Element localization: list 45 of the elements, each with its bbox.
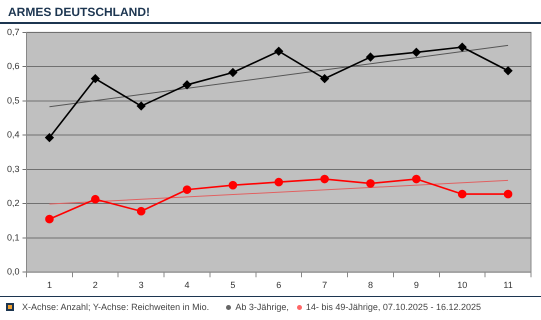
point <box>504 190 512 198</box>
x-tick-label: 7 <box>322 280 328 290</box>
point <box>412 174 421 184</box>
chart-title: ARMES DEUTSCHLAND! <box>0 0 541 24</box>
point <box>136 206 146 216</box>
y-tick-label: 0,3 <box>6 164 20 174</box>
point <box>274 46 284 56</box>
point <box>182 185 192 194</box>
point <box>228 180 238 190</box>
point <box>412 48 421 57</box>
y-tick-label: 0,1 <box>6 232 20 242</box>
point <box>91 74 100 83</box>
x-tick-label: 3 <box>138 280 144 290</box>
point <box>458 42 467 52</box>
y-tick-label: 0,6 <box>6 61 20 72</box>
point <box>366 52 375 62</box>
x-tick-label: 6 <box>276 280 282 290</box>
x-tick-label: 10 <box>457 280 468 290</box>
point <box>320 74 329 83</box>
x-tick-label: 4 <box>184 280 190 290</box>
point <box>320 174 329 184</box>
point <box>45 214 54 224</box>
text: X-Achse: Anzahl; Y-Achse: Reichweiten in Mio. <box>22 302 210 312</box>
point <box>45 133 54 142</box>
y-tick-label: 0,2 <box>6 198 20 208</box>
y-tick-label: 0,7 <box>6 26 20 37</box>
point <box>274 178 284 186</box>
point <box>504 66 512 76</box>
point <box>182 80 192 90</box>
y-tick-label: 0,5 <box>6 95 20 106</box>
point <box>136 102 146 110</box>
legend-label: Ab 3-Jährige, <box>235 302 289 312</box>
point <box>228 68 238 77</box>
x-tick-label: 11 <box>503 280 513 290</box>
x-tick-label: 5 <box>230 280 236 290</box>
point <box>458 190 467 198</box>
x-tick-label: 9 <box>414 280 419 290</box>
y-tick-label: 0,0 <box>6 266 20 277</box>
x-tick-label: 1 <box>46 280 52 290</box>
legend-label: 14- bis 49-Jährige, 07.10.2025 - 16.12.2025 <box>306 302 481 312</box>
point <box>91 194 100 204</box>
x-tick-label: 2 <box>92 280 98 290</box>
point <box>366 179 375 188</box>
y-tick-label: 0,4 <box>6 130 20 140</box>
x-tick-label: 8 <box>368 280 373 290</box>
